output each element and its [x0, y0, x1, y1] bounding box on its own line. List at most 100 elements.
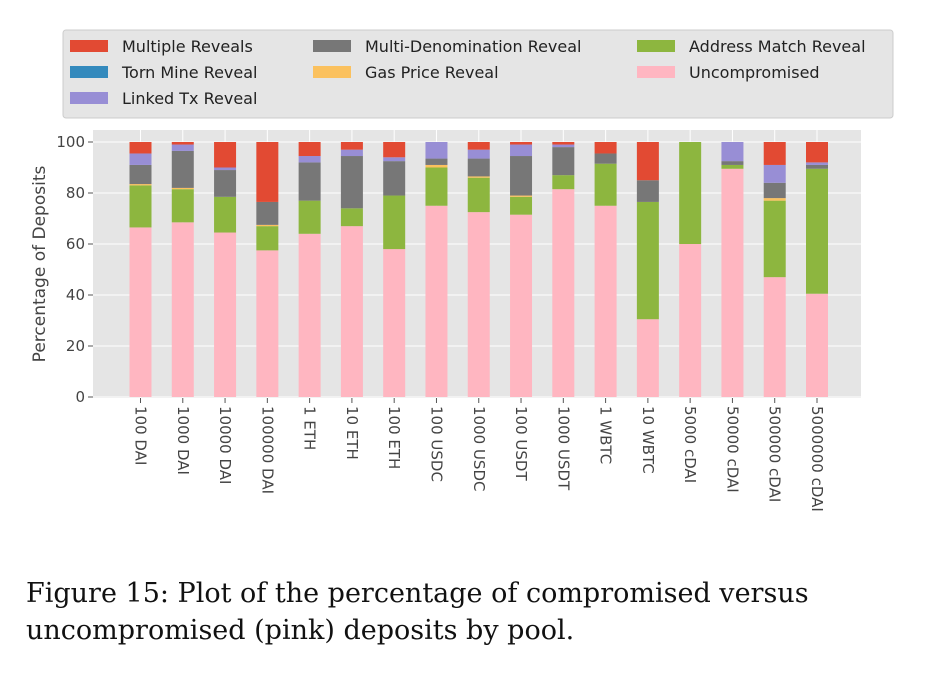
bar-segment: [636, 142, 659, 181]
bar-segment: [552, 142, 575, 145]
bar-segment: [383, 142, 406, 158]
bar-segment: [171, 144, 194, 151]
bar-segment: [510, 142, 533, 145]
bar-segment: [298, 142, 321, 157]
y-tick-label: 80: [66, 184, 85, 202]
bar-segment: [721, 142, 744, 162]
bar-segment: [214, 170, 237, 197]
x-tick-label: 1 ETH: [301, 406, 319, 450]
x-tick-label: 500000 cDAI: [766, 406, 784, 502]
bar-segment: [510, 144, 533, 157]
bar-segment: [298, 233, 321, 397]
bar-segment: [806, 293, 828, 397]
bar-segment: [679, 244, 702, 397]
legend-swatch: [637, 40, 675, 52]
bar-segment: [467, 142, 490, 150]
bar-segment: [214, 232, 237, 397]
x-tick-label: 100 ETH: [385, 406, 403, 469]
bar-segment: [763, 142, 786, 165]
legend-swatch: [70, 92, 108, 104]
bar-segment: [636, 180, 659, 202]
bar-segment: [763, 182, 786, 199]
x-tick-label: 100000 DAI: [258, 406, 276, 494]
x-tick-label: 10000 DAI: [216, 406, 234, 484]
y-tick-label: 0: [75, 388, 85, 406]
bar-segment: [340, 142, 363, 150]
bar-segment: [806, 168, 828, 294]
bar-segment: [171, 189, 194, 223]
bar-segment: [256, 142, 279, 202]
figure-caption: Figure 15: Plot of the percentage of com…: [26, 578, 809, 647]
bar-segment: [256, 250, 279, 397]
bar-segment: [340, 226, 363, 397]
bar-segment: [510, 214, 533, 397]
legend: Multiple Reveals Multi-Denomination Revea…: [62, 29, 894, 119]
bar-segment: [721, 161, 744, 165]
legend-label: Gas Price Reveal: [365, 63, 499, 82]
legend-box: [62, 29, 894, 119]
y-axis-ticks: 0 20 40 60 80 100: [56, 133, 93, 406]
bar-segment: [425, 167, 448, 206]
bar-segment: [552, 147, 575, 176]
legend-label: Multi-Denomination Reveal: [365, 37, 582, 56]
bar-segment: [129, 184, 152, 186]
x-tick-label: 100 USDT: [512, 406, 530, 481]
bar-segment: [806, 164, 828, 169]
x-tick-label: 5000000 cDAI: [808, 406, 826, 512]
bars: [129, 142, 828, 397]
legend-swatch: [70, 40, 108, 52]
bar-segment: [679, 142, 702, 244]
legend-label: Uncompromised: [689, 63, 820, 82]
bar-segment: [214, 142, 237, 168]
legend-swatch: [313, 66, 351, 78]
legend-label: Multiple Reveals: [122, 37, 253, 56]
bar-segment: [171, 142, 194, 145]
y-tick-label: 60: [66, 235, 85, 253]
bar-segment: [383, 249, 406, 397]
bar-segment: [340, 208, 363, 227]
bar-segment: [510, 156, 533, 196]
bar-segment: [636, 319, 659, 397]
bar-segment: [340, 149, 363, 157]
x-axis-ticks: 100 DAI 1000 DAI 10000 DAI 100000 DAI 1 ETH 1…: [132, 398, 826, 512]
y-axis-label: Percentage of Deposits: [30, 166, 50, 363]
bar-segment: [129, 153, 152, 165]
bar-segment: [340, 156, 363, 209]
bar-segment: [171, 222, 194, 397]
bar-segment: [763, 198, 786, 201]
bar-segment: [552, 175, 575, 190]
bar-segment: [806, 142, 828, 163]
x-tick-label: 1 WBTC: [597, 406, 615, 464]
legend-swatch: [313, 40, 351, 52]
legend-label: Torn Mine Reveal: [121, 63, 258, 82]
legend-label: Address Match Reveal: [689, 37, 866, 56]
bar-segment: [467, 149, 490, 159]
bar-segment: [425, 158, 448, 165]
bar-segment: [467, 177, 490, 213]
bar-segment: [425, 164, 448, 168]
x-tick-label: 50000 cDAI: [723, 406, 741, 493]
bar-segment: [510, 195, 533, 197]
x-tick-label: 1000 USDT: [554, 406, 572, 491]
bar-segment: [171, 150, 194, 188]
bar-segment: [721, 168, 744, 397]
legend-label: Linked Tx Reveal: [122, 89, 257, 108]
bar-segment: [763, 164, 786, 183]
y-tick-label: 40: [66, 286, 85, 304]
legend-swatch: [637, 66, 675, 78]
bar-segment: [256, 224, 279, 227]
x-tick-label: 1000 DAI: [174, 406, 192, 475]
bar-segment: [467, 212, 490, 397]
bar-segment: [467, 158, 490, 177]
bar-segment: [763, 200, 786, 278]
legend-swatch: [70, 66, 108, 78]
bar-segment: [171, 187, 194, 190]
bar-segment: [383, 157, 406, 162]
bar-segment: [129, 142, 152, 154]
y-tick-label: 100: [56, 133, 85, 151]
bar-segment: [594, 142, 617, 154]
bar-segment: [214, 167, 237, 171]
bar-segment: [763, 277, 786, 397]
bar-segment: [425, 205, 448, 397]
bar-segment: [806, 162, 828, 165]
